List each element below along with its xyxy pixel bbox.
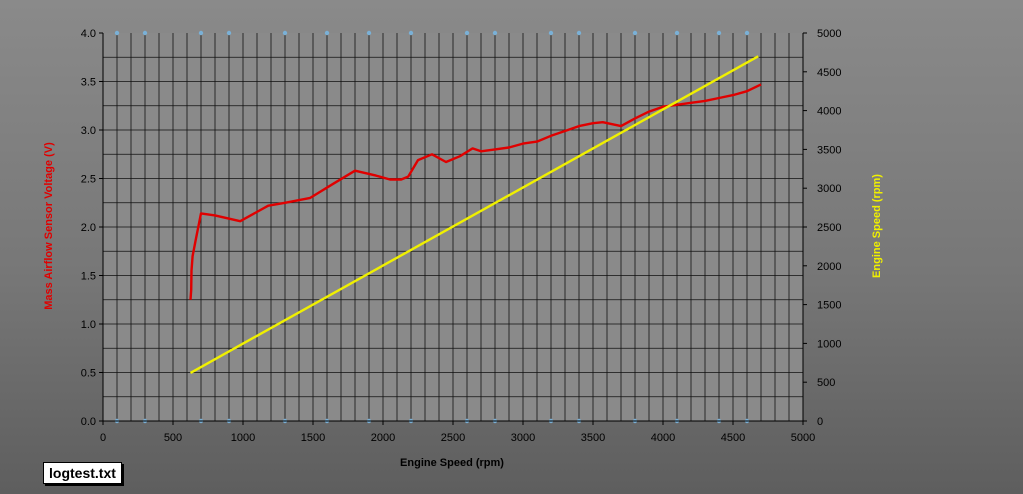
- x-tick-label: 2000: [371, 432, 395, 444]
- x-tick-label: 3500: [581, 432, 605, 444]
- top-edge-marker: [632, 30, 638, 36]
- x-axis-ticks: 0 500 1000 1500 2000 2500 3000 3500 4000 4500 5000: [100, 421, 815, 444]
- right-axis-ticks: 0 500 1000 1500 2000 2500 3000 3500 4000 4500 5000: [803, 28, 841, 428]
- top-edge-marker: [324, 30, 330, 36]
- top-edge-marker: [142, 30, 148, 36]
- left-axis-ticks: 0.0 0.5 1.0 1.5 2.0 2.5 3.0 3.5 4.0: [81, 28, 103, 428]
- right-tick-label: 0: [817, 416, 823, 428]
- top-edge-marker: [226, 30, 232, 36]
- top-edge-marker: [576, 30, 582, 36]
- right-tick-label: 3500: [817, 144, 841, 156]
- top-edge-marker: [548, 30, 554, 36]
- left-tick-label: 2.0: [81, 222, 96, 234]
- right-axis-label: Engine Speed (rpm): [871, 174, 883, 278]
- left-tick-label: 2.5: [81, 174, 96, 186]
- top-edge-marker: [744, 30, 750, 36]
- top-edge-marker: [282, 30, 288, 36]
- x-tick-label: 4500: [721, 432, 745, 444]
- top-edge-marker: [716, 30, 722, 36]
- left-tick-label: 1.5: [81, 271, 96, 283]
- right-tick-label: 4000: [817, 106, 841, 118]
- top-edge-marker: [114, 30, 120, 36]
- series-lines: [189, 55, 762, 374]
- right-tick-label: 1500: [817, 300, 841, 312]
- x-tick-label: 2500: [441, 432, 465, 444]
- left-tick-label: 3.5: [81, 77, 96, 89]
- left-tick-label: 0.0: [81, 416, 96, 428]
- x-tick-label: 5000: [791, 432, 815, 444]
- left-axis-label: Mass Airflow Sensor Voltage (V): [43, 142, 55, 310]
- top-edge-marker: [408, 30, 414, 36]
- x-axis-label: Engine Speed (rpm): [400, 457, 504, 469]
- right-tick-label: 5000: [817, 28, 841, 40]
- voltage-series-line: [189, 83, 762, 300]
- x-tick-label: 500: [164, 432, 182, 444]
- left-tick-label: 3.0: [81, 125, 96, 137]
- x-tick-label: 1500: [301, 432, 325, 444]
- x-tick-label: 0: [100, 432, 106, 444]
- x-tick-label: 1000: [231, 432, 255, 444]
- left-tick-label: 4.0: [81, 28, 96, 40]
- x-tick-label: 4000: [651, 432, 675, 444]
- top-edge-marker: [492, 30, 498, 36]
- top-edge-marker: [198, 30, 204, 36]
- left-tick-label: 1.0: [81, 319, 96, 331]
- grid-lines: [103, 30, 803, 424]
- top-edge-marker: [366, 30, 372, 36]
- top-edge-marker: [674, 30, 680, 36]
- left-tick-label: 0.5: [81, 368, 96, 380]
- right-tick-label: 2500: [817, 222, 841, 234]
- right-tick-label: 3000: [817, 183, 841, 195]
- right-tick-label: 1000: [817, 338, 841, 350]
- rpm-series-line: [189, 55, 759, 374]
- right-tick-label: 4500: [817, 67, 841, 79]
- right-tick-label: 500: [817, 377, 835, 389]
- file-name-label: logtest.txt: [43, 462, 122, 484]
- right-tick-label: 2000: [817, 261, 841, 273]
- x-tick-label: 3000: [511, 432, 535, 444]
- top-edge-marker: [464, 30, 470, 36]
